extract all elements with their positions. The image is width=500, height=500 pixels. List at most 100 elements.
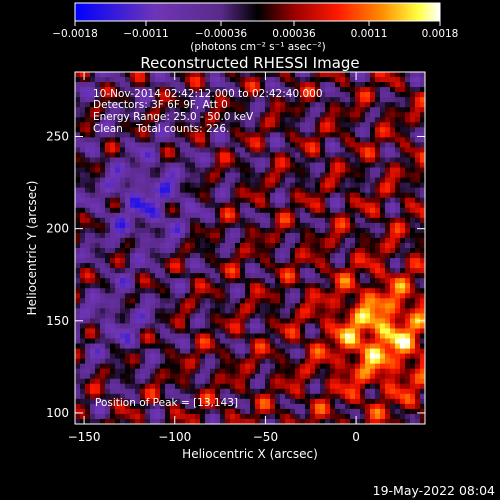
heatmap-cell — [260, 242, 266, 249]
heatmap-cell — [290, 137, 296, 143]
heatmap-cell — [205, 338, 211, 344]
heatmap-cell — [360, 197, 366, 204]
heatmap-cell — [200, 338, 206, 344]
heatmap-cell — [215, 182, 221, 189]
heatmap-cell — [350, 212, 356, 219]
heatmap-cell — [290, 82, 296, 88]
heatmap-cell — [110, 192, 116, 199]
heatmap-cell — [150, 303, 156, 309]
heatmap-cell — [320, 278, 326, 284]
heatmap-cell — [275, 248, 281, 254]
heatmap-cell — [415, 147, 421, 153]
heatmap-cell — [350, 418, 356, 424]
heatmap-cell — [315, 408, 321, 415]
heatmap-cell — [395, 318, 401, 324]
heatmap-cell — [400, 313, 406, 319]
heatmap-cell — [305, 263, 311, 269]
heatmap-cell — [240, 393, 246, 400]
heatmap-cell — [130, 343, 136, 349]
heatmap-cell — [345, 92, 351, 98]
heatmap-cell — [260, 107, 266, 113]
heatmap-cell — [90, 212, 96, 219]
heatmap-cell — [335, 237, 341, 244]
heatmap-cell — [375, 333, 381, 339]
heatmap-cell — [365, 147, 371, 153]
heatmap-cell — [220, 348, 226, 354]
heatmap-cell — [320, 152, 326, 158]
heatmap-cell — [245, 378, 251, 385]
heatmap-cell — [375, 308, 381, 314]
heatmap-cell — [120, 308, 126, 314]
heatmap-cell — [340, 303, 346, 309]
heatmap-cell — [225, 263, 231, 269]
heatmap-cell — [420, 167, 425, 173]
heatmap-cell — [115, 353, 121, 360]
heatmap-cell — [95, 358, 101, 365]
heatmap-cell — [230, 263, 236, 269]
heatmap-cell — [395, 293, 401, 299]
heatmap-cell — [215, 127, 221, 133]
heatmap-cell — [180, 378, 186, 385]
heatmap-cell — [245, 268, 251, 274]
heatmap-cell — [360, 318, 366, 324]
heatmap-cell — [395, 358, 401, 365]
heatmap-cell — [90, 147, 96, 153]
heatmap-cell — [85, 217, 91, 224]
heatmap-cell — [350, 293, 356, 299]
heatmap-cell — [90, 338, 96, 344]
heatmap-cell — [370, 112, 376, 118]
heatmap-cell — [345, 278, 351, 284]
heatmap-cell — [195, 92, 201, 98]
heatmap-cell — [210, 152, 216, 158]
heatmap-cell — [235, 122, 241, 128]
heatmap-cell — [265, 358, 271, 365]
heatmap-cell — [325, 122, 331, 128]
heatmap-cell — [110, 222, 116, 229]
heatmap-cell — [365, 177, 371, 184]
heatmap-cell — [360, 338, 366, 344]
heatmap-cell — [250, 378, 256, 385]
heatmap-cell — [300, 157, 306, 163]
heatmap-cell — [180, 318, 186, 324]
heatmap-cell — [410, 393, 416, 400]
heatmap-cell — [205, 182, 211, 189]
heatmap-cell — [80, 92, 86, 98]
heatmap-cell — [265, 222, 271, 229]
heatmap-cell — [245, 167, 251, 173]
heatmap-cell — [420, 232, 425, 239]
heatmap-cell — [300, 308, 306, 314]
heatmap-cell — [145, 333, 151, 339]
heatmap-cell — [415, 112, 421, 118]
heatmap-cell — [125, 378, 131, 385]
heatmap-cell — [215, 77, 221, 83]
heatmap-cell — [190, 398, 196, 405]
heatmap-cell — [400, 232, 406, 239]
heatmap-cell — [140, 293, 146, 299]
heatmap-cell — [265, 253, 271, 259]
heatmap-cell — [285, 142, 291, 148]
heatmap-cell — [405, 348, 411, 354]
heatmap-cell — [185, 182, 191, 189]
heatmap-cell — [200, 253, 206, 259]
heatmap-cell — [235, 112, 241, 118]
heatmap-cell — [75, 172, 81, 178]
heatmap-cell — [135, 182, 141, 189]
heatmap-cell — [175, 258, 181, 264]
heatmap-cell — [360, 403, 366, 410]
heatmap-cell — [265, 418, 271, 424]
heatmap-cell — [225, 172, 231, 178]
heatmap-cell — [100, 298, 106, 304]
heatmap-cell — [365, 293, 371, 299]
heatmap-cell — [405, 263, 411, 269]
heatmap-cell — [235, 413, 241, 420]
heatmap-cell — [130, 318, 136, 324]
heatmap-cell — [260, 308, 266, 314]
heatmap-cell — [85, 157, 91, 163]
heatmap-cell — [235, 182, 241, 189]
heatmap-cell — [175, 273, 181, 279]
heatmap-cell — [345, 328, 351, 334]
heatmap-cell — [265, 152, 271, 158]
heatmap-cell — [400, 268, 406, 274]
heatmap-cell — [145, 363, 151, 370]
heatmap-cell — [320, 348, 326, 354]
